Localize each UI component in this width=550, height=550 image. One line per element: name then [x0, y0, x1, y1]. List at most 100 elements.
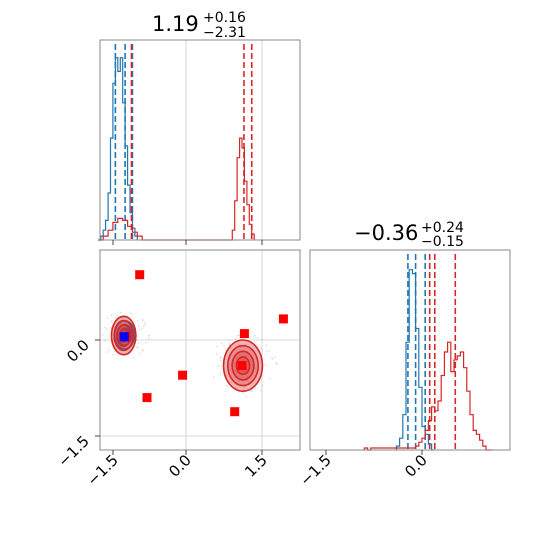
plot-frame — [309, 249, 511, 451]
sample-point — [274, 356, 277, 358]
sample-point — [250, 390, 253, 392]
sample-point — [237, 379, 240, 382]
sample-point — [242, 392, 245, 395]
truth-marker — [278, 314, 288, 324]
sample-point — [106, 328, 108, 330]
sample-point — [234, 337, 237, 340]
sample-point — [219, 356, 222, 358]
sample-point — [213, 376, 215, 378]
x-tick-label: 0.0 — [401, 451, 431, 481]
sample-point — [275, 363, 278, 366]
sample-point — [236, 371, 238, 374]
sample-point — [147, 337, 150, 340]
sample-point — [261, 338, 263, 340]
x-tick-label: 0.0 — [165, 451, 195, 481]
sample-point — [107, 316, 109, 319]
sample-point — [226, 385, 228, 387]
sample-point — [242, 359, 244, 362]
sample-point — [223, 344, 225, 346]
sample-point — [141, 319, 144, 321]
sample-point — [228, 342, 231, 345]
sample-point — [120, 311, 122, 314]
plot-frame — [99, 39, 301, 241]
plot-frame — [99, 249, 301, 451]
title-plus-error: +0.24 — [421, 220, 464, 236]
sample-point — [243, 386, 245, 389]
sample-point — [250, 391, 253, 393]
sample-point — [141, 327, 144, 330]
sample-point — [218, 365, 221, 367]
sample-point — [136, 319, 139, 322]
sample-point — [136, 347, 139, 349]
title-minus-error: −0.15 — [421, 234, 464, 250]
sample-point — [275, 361, 278, 364]
sample-point — [143, 324, 146, 326]
sample-point — [130, 312, 132, 315]
histogram-series — [98, 57, 138, 241]
sample-point — [256, 337, 259, 339]
sample-point — [141, 319, 144, 321]
title-value: 1.19 — [152, 12, 199, 36]
truth-marker — [230, 407, 240, 417]
sample-point — [271, 356, 273, 359]
sample-point — [132, 357, 135, 359]
sample-point — [264, 363, 266, 366]
sample-point — [254, 367, 257, 370]
sample-point — [148, 335, 150, 337]
truth-marker — [135, 270, 145, 280]
plot-area — [100, 250, 300, 450]
sample-point — [265, 350, 268, 353]
sample-point — [225, 374, 228, 376]
sample-point — [220, 373, 222, 376]
sample-point — [119, 322, 122, 325]
x-tick-label: 1.5 — [241, 451, 271, 481]
panel-title: 1.19 +0.16 −2.31 — [152, 10, 246, 41]
sample-point — [245, 354, 248, 357]
truth-marker — [239, 329, 249, 339]
sample-point — [268, 377, 271, 380]
panel-joint-param-1-param-2: −1.5 0.0 1.5 0.0 −1.5 — [54, 249, 301, 490]
plot-area — [100, 40, 300, 240]
sample-point — [137, 325, 140, 328]
reference-marker — [119, 332, 129, 342]
sample-point — [111, 319, 113, 322]
sample-point — [110, 321, 113, 324]
sample-point — [254, 334, 256, 337]
sample-point — [247, 363, 250, 366]
panel-marginal-param-2: −1.5 0.0 −0.36 +0.24 −0.15 — [296, 220, 511, 490]
title-plus-error: +0.16 — [203, 10, 246, 26]
panel-marginal-param-1: 1.19 +0.16 −2.31 — [98, 10, 301, 245]
sample-point — [271, 357, 274, 360]
sample-point — [122, 317, 124, 320]
sample-point — [237, 334, 240, 337]
sample-point — [228, 343, 231, 346]
sample-point — [138, 328, 141, 331]
sample-point — [142, 325, 145, 327]
sample-point — [220, 357, 222, 359]
sample-point — [233, 369, 236, 372]
panel-title: −0.36 +0.24 −0.15 — [354, 220, 464, 250]
sample-point — [268, 350, 271, 352]
sample-point — [261, 384, 264, 387]
sample-point — [261, 349, 264, 351]
sample-point — [236, 334, 239, 337]
sample-point — [101, 334, 104, 336]
sample-point — [106, 351, 108, 353]
sample-point — [265, 344, 268, 347]
sample-point — [229, 381, 232, 384]
sample-point — [216, 345, 218, 348]
sample-point — [137, 342, 140, 344]
sample-point — [142, 349, 145, 352]
histogram-series — [363, 341, 493, 451]
sample-point — [116, 314, 119, 317]
x-tick-label: −1.5 — [83, 451, 121, 489]
sample-point — [220, 359, 222, 362]
title-minus-error: −2.31 — [203, 25, 246, 41]
truth-marker — [237, 361, 247, 371]
x-tick-label: −1.5 — [296, 451, 334, 489]
truth-marker — [178, 370, 188, 380]
truth-marker — [142, 393, 152, 403]
sample-point — [124, 321, 126, 324]
sample-point — [115, 316, 117, 319]
